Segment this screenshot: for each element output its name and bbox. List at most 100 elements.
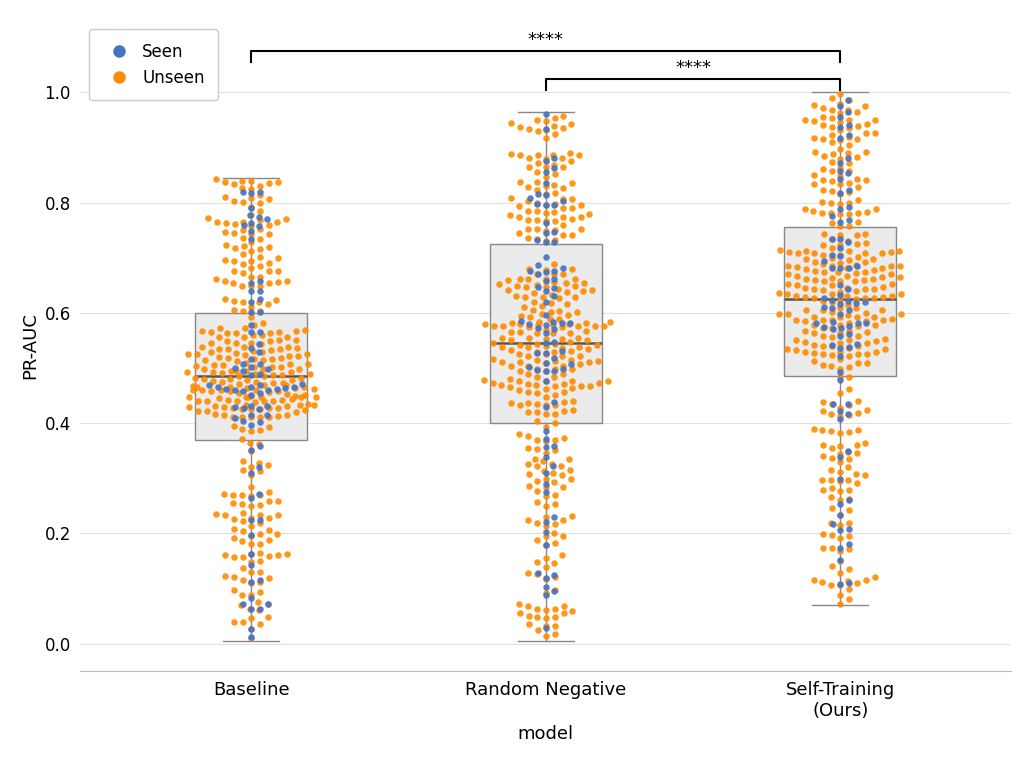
Point xyxy=(824,185,840,197)
Point xyxy=(538,473,554,485)
Point xyxy=(279,342,295,354)
Point xyxy=(529,234,546,246)
Point xyxy=(521,361,538,374)
Point xyxy=(181,391,197,403)
Point xyxy=(815,274,832,286)
Point xyxy=(225,584,241,597)
Point xyxy=(849,395,866,407)
Point xyxy=(832,229,848,241)
Point xyxy=(538,375,554,387)
Point xyxy=(253,348,269,361)
Point xyxy=(244,555,260,568)
Point xyxy=(266,390,283,403)
Point xyxy=(254,380,270,393)
Point xyxy=(560,318,577,330)
Point xyxy=(200,331,217,343)
Point xyxy=(240,317,257,329)
Point xyxy=(797,346,813,358)
Point xyxy=(562,316,579,329)
Point xyxy=(832,132,848,144)
Point xyxy=(226,242,243,254)
Point xyxy=(268,390,285,403)
Point xyxy=(832,327,848,339)
Point xyxy=(840,283,857,295)
Point xyxy=(840,235,857,248)
Point xyxy=(231,295,248,307)
Point xyxy=(832,178,848,190)
Point xyxy=(244,492,260,504)
Point xyxy=(225,354,241,366)
Point xyxy=(520,406,537,418)
Point xyxy=(485,353,502,365)
Point xyxy=(771,244,787,257)
Point xyxy=(493,274,510,286)
Point xyxy=(529,496,546,508)
Point xyxy=(538,292,554,304)
Point xyxy=(866,319,882,331)
Point xyxy=(840,167,857,179)
Point xyxy=(849,477,866,489)
Point xyxy=(511,364,527,377)
PathPatch shape xyxy=(490,244,602,423)
Point xyxy=(806,283,823,295)
Point xyxy=(832,494,848,506)
Point xyxy=(840,118,857,131)
Point xyxy=(824,322,840,335)
Point xyxy=(814,542,831,555)
Point xyxy=(269,343,286,355)
Point xyxy=(814,359,831,371)
Point xyxy=(305,399,322,411)
Point xyxy=(538,225,554,238)
Point xyxy=(502,209,518,221)
Point xyxy=(520,289,537,301)
Point xyxy=(234,562,251,574)
Point xyxy=(832,404,848,416)
Point xyxy=(244,342,260,354)
Point xyxy=(546,215,562,227)
Point xyxy=(581,274,598,286)
Point xyxy=(824,516,840,529)
Point xyxy=(538,319,554,332)
Point xyxy=(830,266,846,278)
Point xyxy=(244,500,260,513)
Point xyxy=(521,318,538,330)
Point xyxy=(528,233,545,245)
Point xyxy=(824,196,840,209)
Point xyxy=(259,362,276,374)
Point xyxy=(570,332,586,344)
Point xyxy=(244,520,260,532)
Point xyxy=(259,374,276,386)
Point xyxy=(832,186,848,199)
Point xyxy=(546,371,562,383)
Point xyxy=(244,175,260,187)
Point xyxy=(824,217,840,229)
Point xyxy=(815,295,832,307)
Point xyxy=(225,551,241,563)
Point xyxy=(839,262,856,274)
Point xyxy=(520,205,537,217)
Point xyxy=(244,403,260,415)
Point xyxy=(815,284,832,296)
Point xyxy=(269,215,286,228)
Point xyxy=(545,327,561,339)
Point xyxy=(824,242,840,254)
Point xyxy=(234,183,251,195)
Point xyxy=(244,233,260,245)
Point xyxy=(555,229,572,241)
Point xyxy=(824,408,840,420)
Point xyxy=(252,546,268,558)
Point xyxy=(789,247,806,259)
Point xyxy=(261,241,278,254)
Point xyxy=(780,246,797,258)
Point xyxy=(808,317,825,329)
Point xyxy=(211,368,227,380)
Point xyxy=(545,149,561,161)
Point xyxy=(287,347,303,359)
Point xyxy=(538,481,554,494)
Point xyxy=(814,174,831,186)
Point xyxy=(521,152,538,164)
Point xyxy=(832,542,848,555)
Point xyxy=(841,245,858,257)
Point xyxy=(511,211,527,223)
Point xyxy=(234,186,251,198)
